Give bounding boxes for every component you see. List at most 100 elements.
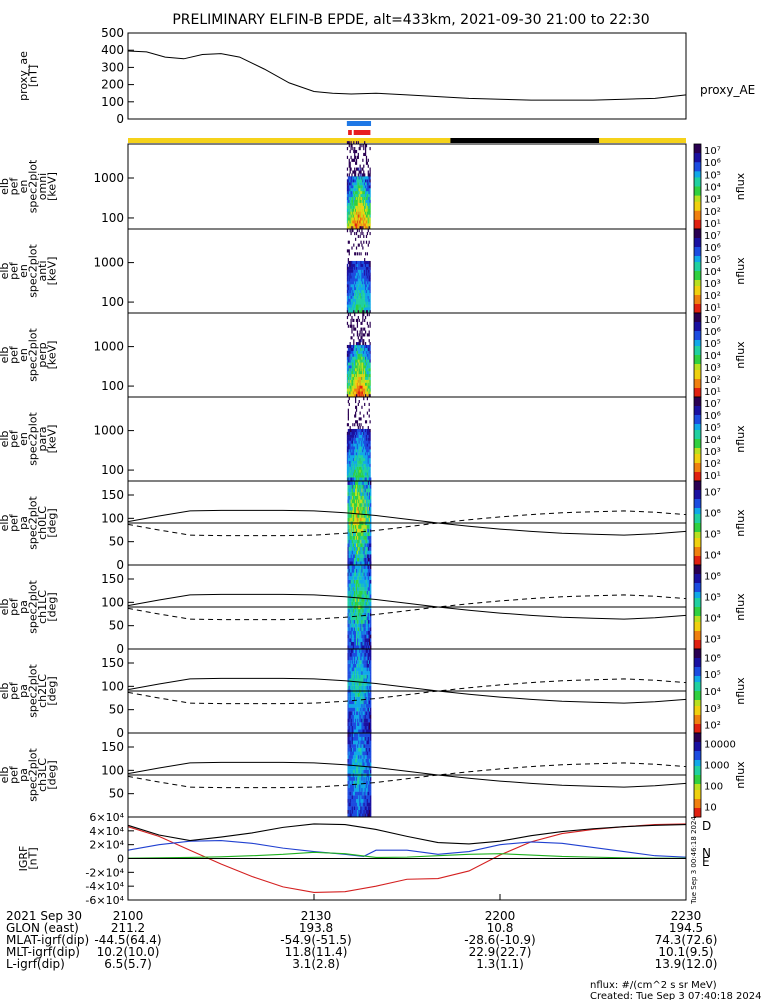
spectrogram-cell (347, 449, 349, 453)
spectrogram-cell (356, 733, 358, 737)
spectrogram-cell (359, 287, 361, 291)
spectrogram-cell (364, 791, 366, 796)
spectrogram-cell (348, 587, 350, 591)
spectrogram-cell (353, 344, 355, 349)
spectrogram-cell (355, 292, 358, 296)
spectrogram-cell (347, 324, 349, 328)
spectrogram-cell (363, 809, 365, 814)
spectrogram-cell (354, 711, 357, 716)
spectrogram-cell (358, 561, 360, 566)
spectrogram-cell (360, 787, 362, 792)
spectrogram-cell (364, 714, 366, 719)
colorbar-cell (694, 442, 701, 446)
colorbar-tick: 10⁴ (704, 435, 721, 446)
spectrogram-cell (361, 455, 363, 459)
spectrogram-cell (357, 382, 359, 386)
spectrogram-cell (350, 321, 352, 325)
spectrogram-cell (358, 598, 360, 602)
spectrogram-cell (369, 196, 371, 200)
anti-loss-cone-line (127, 510, 687, 537)
spectrogram-cell (348, 733, 350, 737)
spectrogram-cell (368, 240, 370, 244)
spectrogram-cell (359, 579, 361, 584)
spectrogram-cell (347, 275, 349, 279)
spectrogram-cell (355, 223, 358, 227)
spectrogram-cell (356, 167, 359, 171)
spectrogram-cell (350, 437, 352, 441)
spectrogram-cell (360, 295, 362, 299)
spectrogram-cell (353, 339, 355, 343)
spectrogram-cell (359, 190, 361, 195)
spectrogram-cell (369, 718, 372, 723)
spectrogram-cell (354, 616, 357, 621)
spectrogram-cell (357, 583, 359, 588)
spectrogram-cell (368, 506, 371, 511)
spectrogram-cell (352, 557, 355, 562)
spectrogram-cell (356, 226, 359, 230)
spectrogram-cell (357, 428, 359, 433)
spectrogram-cell (356, 295, 359, 299)
spectrogram-cell (360, 649, 362, 653)
spectrogram-cell (365, 431, 368, 435)
spectrogram-cell (355, 475, 357, 479)
spectrogram-cell (356, 696, 358, 701)
spectrogram-cell (355, 452, 357, 456)
spectrogram-cell (357, 557, 359, 562)
spectrogram-cell (362, 751, 364, 756)
spectrogram-cell (361, 769, 363, 774)
spectrogram-cell (348, 692, 350, 697)
spectrogram-cell (369, 671, 372, 675)
spectrogram-cell (366, 217, 369, 221)
spectrogram-cell (361, 532, 363, 537)
spectrogram-cell (358, 725, 360, 730)
spectrogram-cell (352, 188, 354, 192)
spectrogram-cell (357, 550, 359, 555)
spectrogram-cell (347, 656, 349, 661)
spectrogram-cell (355, 434, 357, 438)
spectrogram-cell (366, 806, 369, 810)
spectrogram-cell (365, 718, 368, 723)
spectrogram-cell (368, 627, 371, 632)
spectrogram-cell (366, 307, 369, 311)
spectrogram-cell (362, 193, 364, 198)
spectrogram-cell (357, 368, 359, 372)
spectrogram-cell (368, 463, 370, 467)
spectrogram-cell (355, 362, 358, 366)
spectrogram-cell (363, 176, 365, 180)
spectrogram-cell (356, 755, 358, 759)
colorbar-cell (694, 418, 701, 422)
spectrogram-cell (369, 733, 372, 737)
spectrogram-cell (365, 671, 368, 675)
spectrogram-cell (352, 260, 354, 265)
spectrogram-cell (351, 641, 354, 646)
spectrogram-cell (359, 503, 361, 507)
spectrogram-cell (366, 231, 369, 236)
spectrogram-cell (358, 510, 360, 515)
ylabel-line: pef (7, 261, 20, 280)
spectrogram-cell (355, 202, 358, 206)
spectrogram-cell (366, 347, 369, 351)
spectrogram-cell (366, 385, 369, 389)
spectrogram-cell (364, 428, 366, 433)
spectrogram-cell (361, 214, 363, 218)
colorbar-cell (694, 198, 701, 203)
panel-ch2LC: elbpefpaspec2plotch2LC[deg]05010015010²1… (0, 645, 747, 740)
spectrogram-cell (362, 301, 364, 305)
spectrogram-cell (350, 514, 353, 518)
ylabel-line: spec2plot (26, 244, 39, 298)
spectrogram-cell (351, 671, 354, 675)
spectrogram-cell (357, 188, 359, 192)
spectrogram-cell (369, 517, 372, 522)
spectrogram-cell (352, 431, 354, 435)
spectrogram-cell (367, 394, 369, 398)
spectrogram-cell (358, 583, 360, 588)
spectrogram-cell (360, 170, 362, 174)
spectrogram-cell (350, 612, 353, 617)
spectrogram-cell (352, 475, 354, 479)
spectrogram-cell (367, 164, 369, 168)
spectrogram-cell (368, 813, 371, 818)
spectrogram-cell (362, 313, 364, 317)
spectrogram-cell (347, 417, 349, 421)
y-tick-label: 0 (116, 642, 124, 656)
